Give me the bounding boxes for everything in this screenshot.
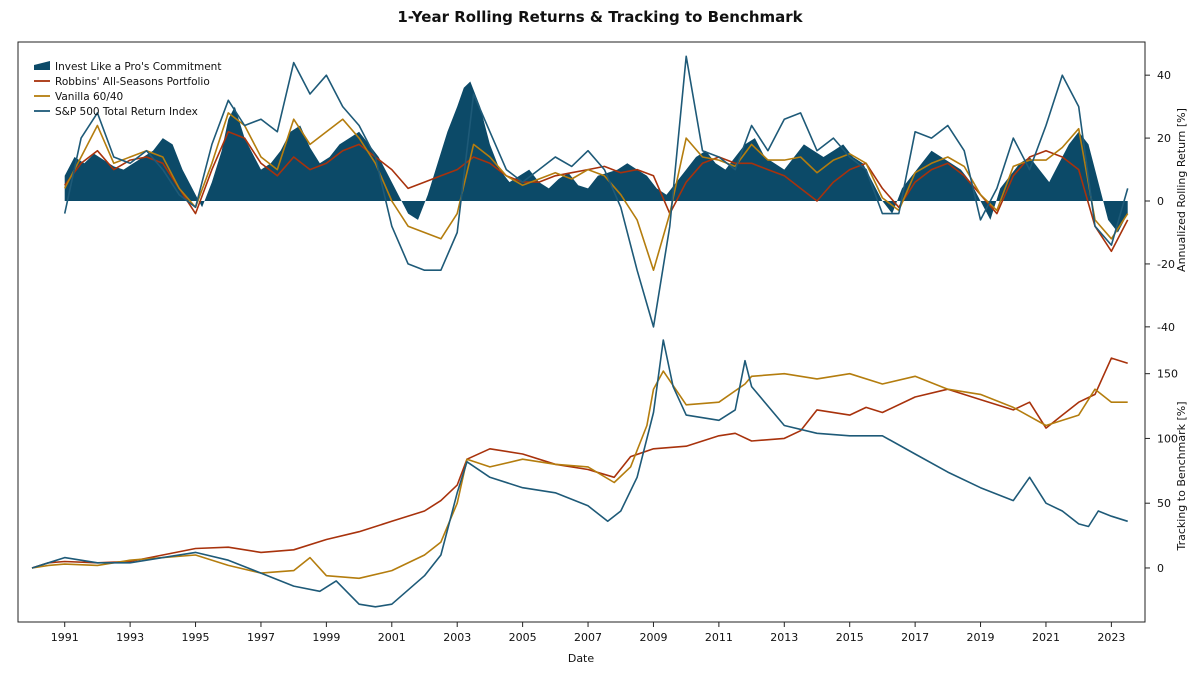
x-tick-label-1991: 1991 <box>51 631 79 644</box>
legend-label-s-p-500-total-return-index: S&P 500 Total Return Index <box>55 106 198 118</box>
rolling-returns-area-invest-like-a-pro-s-commitment <box>64 81 1128 233</box>
rolling-returns-y-axis-label: Annualized Rolling Return [%] <box>1175 108 1188 272</box>
rolling-returns-y-tick-label-0: 0 <box>1157 195 1164 208</box>
x-tick-label-1995: 1995 <box>182 631 210 644</box>
rolling-returns-y-tick-label--40: -40 <box>1157 321 1175 334</box>
x-tick-label-2023: 2023 <box>1097 631 1125 644</box>
legend-label-vanilla-60-40: Vanilla 60/40 <box>55 91 123 103</box>
x-tick-label-2001: 2001 <box>378 631 406 644</box>
tracking-y-tick-label-0: 0 <box>1157 562 1164 575</box>
rolling-returns-y-tick-label-20: 20 <box>1157 132 1171 145</box>
rolling-returns-y-tick-label-40: 40 <box>1157 69 1171 82</box>
x-tick-label-2015: 2015 <box>836 631 864 644</box>
x-tick-label-1993: 1993 <box>116 631 144 644</box>
legend-label-invest-like-a-pro-s-commitment: Invest Like a Pro's Commitment <box>55 61 221 73</box>
x-tick-label-2019: 2019 <box>967 631 995 644</box>
tracking-y-tick-label-50: 50 <box>1157 497 1171 510</box>
x-axis: 1991 1993 1995 1997 1999 2001 2003 2005 2007 2009… <box>51 622 1125 644</box>
x-tick-label-2011: 2011 <box>705 631 733 644</box>
x-tick-label-2009: 2009 <box>639 631 667 644</box>
plot-frame <box>17 41 1146 623</box>
rolling-returns-line-s-p-500-total-return-index <box>63 55 1129 328</box>
legend: Invest Like a Pro's Commitment Robbins' A… <box>34 61 221 118</box>
tracking-y-tick-label-100: 100 <box>1157 432 1178 445</box>
legend-swatch-invest-like-a-pro-s-commitment <box>34 61 50 70</box>
tracking-panel: 150 100 50 0 Tracking to Benchmark [%] <box>31 339 1188 608</box>
rolling-returns-panel: 40 20 0 -20 -40 Annualized Rolling Return [%] <box>63 55 1188 334</box>
x-tick-label-2013: 2013 <box>770 631 798 644</box>
rolling-returns-line-robbins-all-seasons-portfolio <box>64 131 1129 253</box>
x-tick-label-2007: 2007 <box>574 631 602 644</box>
x-tick-label-2017: 2017 <box>901 631 929 644</box>
chart-title: 1-Year Rolling Returns & Tracking to Ben… <box>397 8 803 26</box>
x-tick-label-2005: 2005 <box>509 631 537 644</box>
rolling-returns-line-vanilla-60-40 <box>63 112 1129 271</box>
tracking-line-robbins-all-seasons-portfolio <box>31 357 1128 569</box>
x-tick-label-1997: 1997 <box>247 631 275 644</box>
x-tick-label-2003: 2003 <box>443 631 471 644</box>
x-tick-label-1999: 1999 <box>312 631 340 644</box>
x-tick-label-2021: 2021 <box>1032 631 1060 644</box>
x-axis-label: Date <box>568 652 595 665</box>
tracking-y-tick-label-150: 150 <box>1157 368 1178 381</box>
legend-label-robbins-all-seasons-portfolio: Robbins' All-Seasons Portfolio <box>55 76 210 88</box>
rolling-returns-y-tick-label--20: -20 <box>1157 258 1175 271</box>
tracking-line-s-p-500-total-return-index <box>31 339 1128 608</box>
tracking-y-axis-label: Tracking to Benchmark [%] <box>1175 401 1188 551</box>
tracking-line-vanilla-60-40 <box>31 370 1128 580</box>
